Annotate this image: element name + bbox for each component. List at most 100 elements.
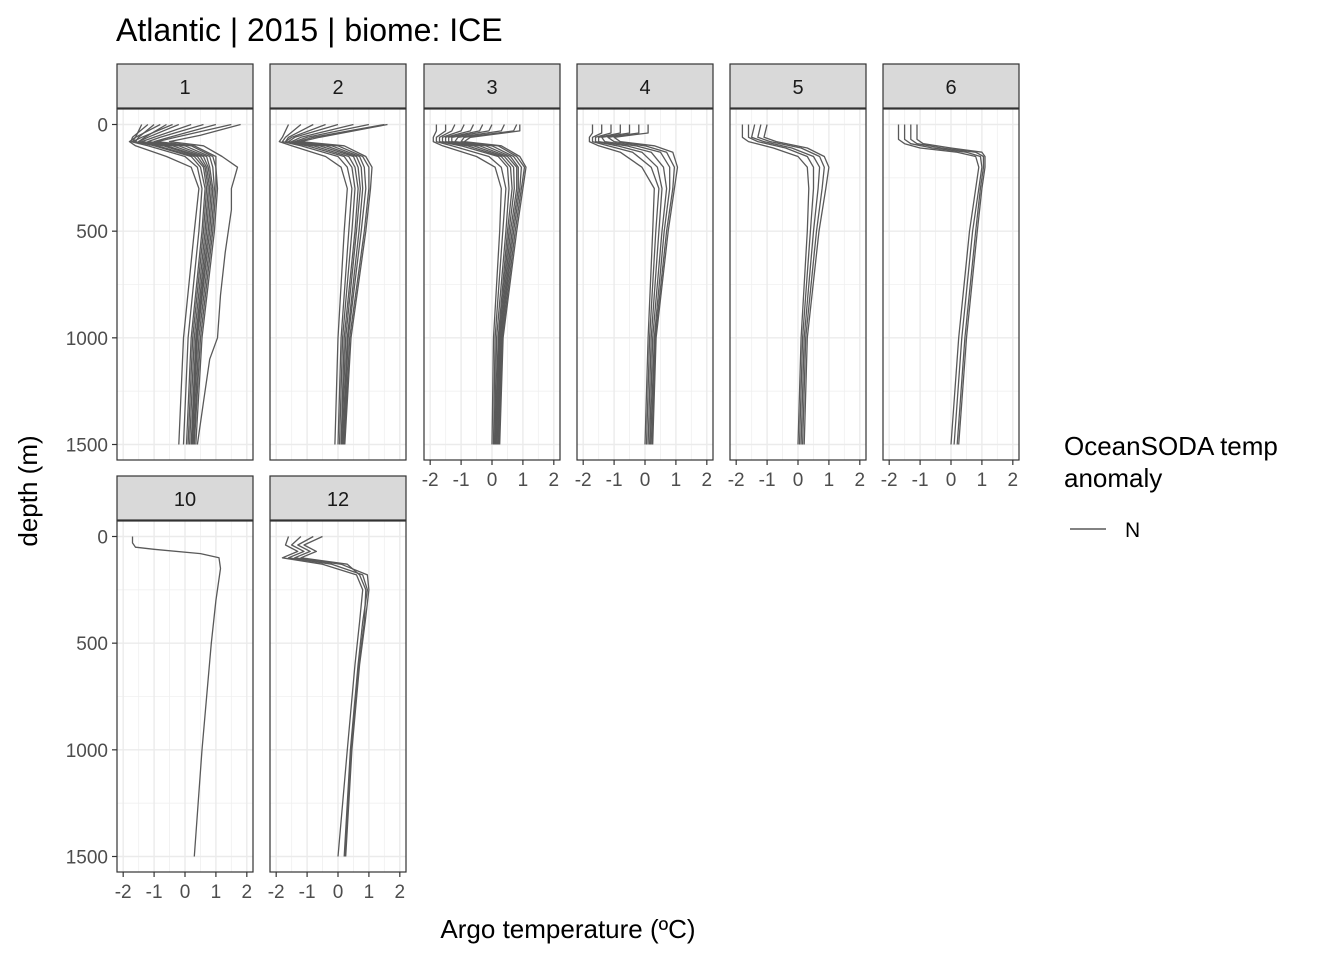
- x-tick-label: -2: [575, 470, 592, 491]
- x-tick-label: -1: [606, 470, 623, 491]
- x-tick-label: 0: [946, 470, 957, 491]
- profile-line-1-12: [168, 123, 241, 445]
- x-tick-label: -1: [759, 470, 776, 491]
- legend-title-line-2: anomaly: [1064, 463, 1162, 493]
- x-tick-label: 0: [487, 470, 498, 491]
- y-tick-label: 1500: [66, 436, 108, 457]
- x-tick-label: 0: [333, 882, 344, 903]
- facet-2: 2: [269, 63, 407, 461]
- profile-line-6-2: [903, 124, 983, 445]
- y-tick-label: 0: [97, 528, 108, 549]
- legend: OceanSODA temp anomaly N: [1064, 431, 1278, 542]
- x-tick-label: -2: [115, 882, 132, 903]
- profile-line-4-7: [613, 124, 679, 445]
- facet-strip: [116, 475, 254, 521]
- profile-line-4-2: [591, 124, 660, 445]
- facet-5: 5 -2 -1 0 1 2: [728, 63, 867, 491]
- x-tick-label: 2: [395, 882, 406, 903]
- x-axis-title: Argo temperature (ºC): [440, 914, 695, 944]
- profile-line-12-4: [300, 535, 367, 857]
- facet-strip-label: 4: [639, 77, 650, 99]
- profile-line-5-1: [741, 124, 810, 445]
- panel-border: [269, 108, 407, 461]
- profile-line-4-6: [607, 124, 676, 445]
- facet-4: 4 -2 -1 0 1 2: [575, 63, 714, 491]
- x-tick-label: -2: [728, 470, 745, 491]
- profile-line-1-8: [141, 123, 214, 445]
- panel-border: [116, 108, 254, 461]
- facet-strip-label: 3: [486, 77, 497, 99]
- profile-line-3-6: [448, 124, 518, 445]
- facet-strip: [269, 63, 407, 109]
- profile-line-4-3: [594, 124, 663, 445]
- profile-line-6-3: [910, 124, 985, 445]
- facet-strip: [116, 63, 254, 109]
- x-tick-label: 1: [211, 882, 222, 903]
- profile-line-3-2: [435, 124, 507, 445]
- profile-line-1-6: [131, 123, 211, 445]
- profile-line-1-9: [147, 123, 216, 445]
- legend-entry-label: N: [1125, 519, 1140, 542]
- x-tick-label: 2: [549, 470, 560, 491]
- profile-line-2-7: [294, 123, 370, 445]
- profile-line-1-10: [153, 123, 217, 445]
- profile-line-10-1: [131, 536, 222, 857]
- x-tick-label: 0: [640, 470, 651, 491]
- facet-3: 3 -2 -1 0 1 2: [422, 63, 561, 491]
- profile-line-2-8: [297, 123, 385, 445]
- x-tick-label: 0: [180, 882, 191, 903]
- x-tick-label: -1: [912, 470, 929, 491]
- facet-12: 12-2 -1 0 1 2: [268, 475, 407, 903]
- profile-line-12-3: [294, 535, 370, 857]
- profile-line-5-5: [763, 124, 830, 445]
- profile-line-1-1: [128, 124, 200, 445]
- profile-line-5-2: [747, 124, 815, 445]
- profile-line-2-1: [278, 124, 348, 445]
- profile-line-3-5: [444, 124, 515, 445]
- profile-line-1-2: [130, 124, 203, 445]
- facet-6: 6 -2 -1 0 1 2: [881, 63, 1020, 491]
- x-tick-label: -2: [881, 470, 898, 491]
- profile-line-2-6: [290, 123, 364, 445]
- x-tick-label: -1: [453, 470, 470, 491]
- facet-strip: [576, 63, 714, 109]
- profile-line-3-4: [441, 124, 513, 445]
- facet-strip-label: 5: [792, 77, 803, 99]
- x-tick-label: 2: [702, 470, 713, 491]
- facet-1: 1 0 500 1000 1500: [66, 63, 254, 461]
- facet-strip-label: 12: [327, 489, 349, 511]
- profile-line-2-9: [300, 123, 388, 445]
- x-tick-label: 2: [1008, 470, 1019, 491]
- profile-line-12-2: [287, 536, 369, 857]
- profile-line-4-5: [601, 124, 671, 445]
- profile-line-3-7: [451, 124, 519, 445]
- facet-strip-label: 2: [332, 77, 343, 99]
- profile-line-3-3: [438, 124, 510, 445]
- profile-line-5-4: [757, 124, 825, 445]
- profile-line-4-4: [597, 124, 668, 445]
- profile-line-2-3: [284, 123, 356, 445]
- y-tick-label: 1500: [66, 848, 108, 869]
- x-tick-label: 1: [824, 470, 835, 491]
- profile-line-2-5: [287, 123, 361, 445]
- x-tick-label: -2: [422, 470, 439, 491]
- x-tick-label: -2: [268, 882, 285, 903]
- y-tick-label: 1000: [66, 741, 108, 762]
- x-tick-label: 2: [855, 470, 866, 491]
- facet-strip-label: 10: [174, 489, 196, 511]
- profile-line-3-8: [454, 124, 523, 445]
- y-tick-label: 1000: [66, 329, 108, 350]
- facet-strip-label: 6: [945, 77, 956, 99]
- x-tick-label: 0: [793, 470, 804, 491]
- x-tick-label: 1: [364, 882, 375, 903]
- profile-line-3-1: [432, 124, 502, 445]
- y-axis-title: depth (m): [13, 435, 43, 546]
- profile-line-3-10: [463, 124, 527, 445]
- profile-line-4-1: [588, 124, 655, 445]
- facet-strip: [423, 63, 561, 109]
- facet-strip: [269, 475, 407, 521]
- y-tick-label: 500: [76, 634, 108, 655]
